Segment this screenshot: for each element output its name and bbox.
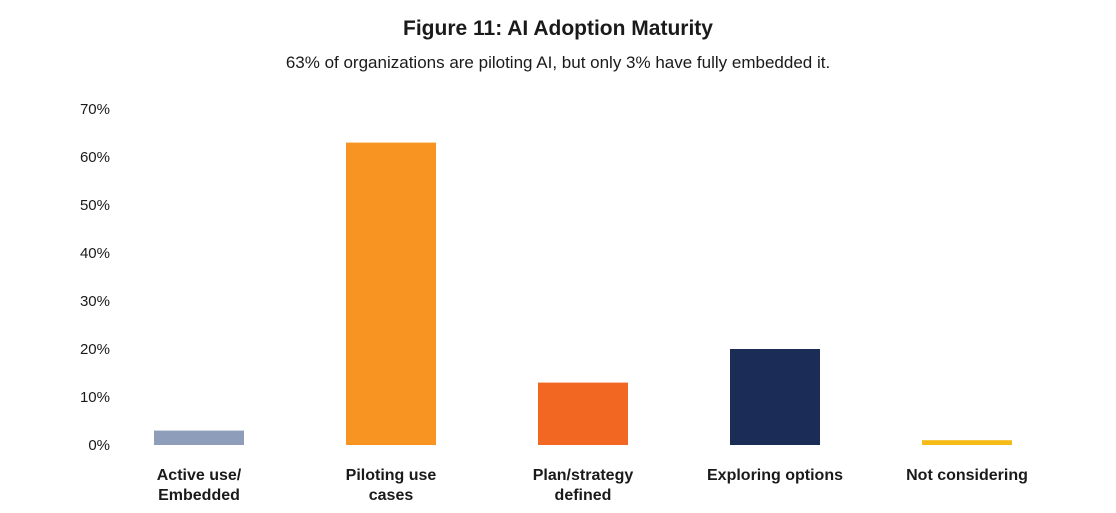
x-tick-label-line: Embedded [158,487,240,504]
x-tick-label-line: cases [369,487,414,504]
bar [730,349,820,445]
x-tick-label: Active use/Embedded [157,467,242,504]
y-tick-label: 60% [80,149,110,166]
chart-title: Figure 11: AI Adoption Maturity [403,17,713,40]
bar [538,382,628,445]
x-tick-label-line: Exploring options [707,467,843,484]
bars [154,142,1012,445]
y-tick-label: 50% [80,197,110,214]
y-tick-label: 40% [80,245,110,262]
x-tick-label-line: Piloting use [346,467,437,484]
x-tick-label: Not considering [906,467,1028,484]
y-tick-label: 70% [80,101,110,118]
bar [154,430,244,445]
x-tick-label: Exploring options [707,467,843,484]
y-tick-label: 0% [88,437,110,454]
x-tick-label-line: Not considering [906,467,1028,484]
bar [922,440,1012,445]
y-tick-label: 20% [80,341,110,358]
x-tick-label: Plan/strategy defined [533,467,634,504]
y-tick-label: 10% [80,389,110,406]
x-tick-label-line: Plan/strategy [533,467,634,484]
chart-subtitle: 63% of organizations are piloting AI, bu… [285,53,831,72]
bar [346,142,436,445]
x-tick-label-line: Active use/ [157,467,242,484]
x-tick-label: Piloting use cases [346,467,437,504]
x-axis: Active use/Embedded Piloting use cases Plan… [157,467,1028,504]
y-tick-label: 30% [80,293,110,310]
y-axis: 0% 10% 20% 30% 40% 50% 60% 70% [80,101,110,454]
x-tick-label-line: defined [555,487,612,504]
